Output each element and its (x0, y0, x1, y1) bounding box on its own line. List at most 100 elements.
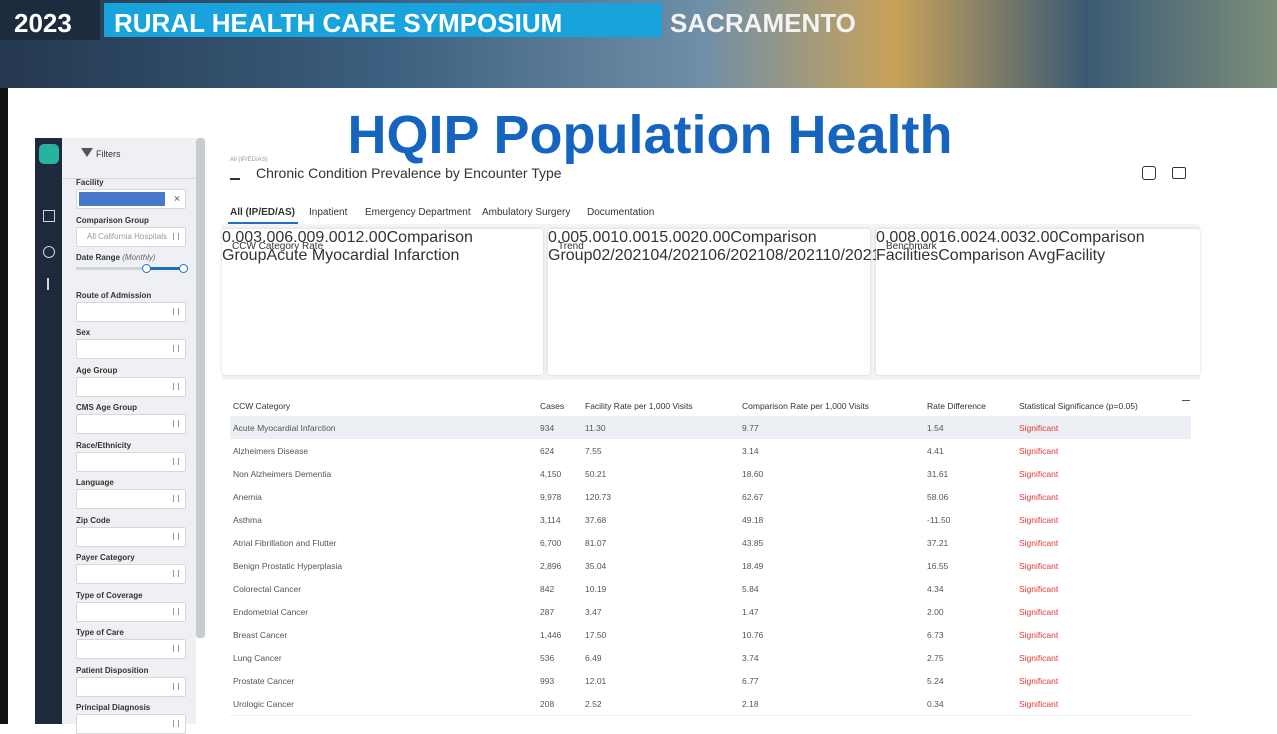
table-cell: Significant (1019, 630, 1059, 640)
table-cell: 18.60 (742, 469, 764, 479)
filter-input[interactable] (76, 714, 186, 734)
year: 2023 (14, 8, 72, 38)
y-tick-label: 32.00 (1018, 229, 1059, 246)
chevron (173, 645, 179, 652)
nav-icon[interactable] (47, 278, 49, 290)
filter-input[interactable] (76, 639, 186, 659)
column-header: Statistical Significance (p=0.05) (1019, 401, 1138, 411)
breadcrumb: All (IP/ED/AS) (230, 157, 268, 163)
filter-label-text: Comparison Group (76, 215, 149, 225)
chevron (173, 532, 179, 540)
table-cell: 208 (540, 699, 555, 709)
filter-label: Type of Care (76, 628, 124, 637)
table-cell: Significant (1019, 561, 1059, 571)
chevron (173, 232, 179, 240)
table-cell: 624 (540, 446, 555, 456)
table-cell: Asthma (233, 515, 262, 525)
table-cell: 43.85 (742, 538, 764, 548)
table-cell: 18.49 (742, 561, 764, 571)
y-tick-label: 3.00 (253, 229, 285, 246)
table-row[interactable] (230, 669, 1191, 693)
table-cell: Breast Cancer (233, 630, 288, 640)
slider-track (76, 267, 184, 270)
table-row[interactable] (230, 462, 1191, 486)
table-cell: 3.47 (585, 607, 602, 617)
table-cell: 2,896 (540, 561, 562, 571)
table-cell: 37.21 (927, 538, 949, 548)
table-row[interactable] (230, 600, 1191, 624)
filter-label: Facility (76, 178, 104, 187)
chart: 0.008.0016.0024.0032.00Comparison Facili… (876, 229, 1200, 265)
table-cell: 2.00 (927, 607, 944, 617)
table-cell: 35.04 (585, 561, 607, 571)
tab[interactable]: All (IP/ED/AS) (230, 207, 296, 218)
filter-input[interactable] (76, 339, 186, 359)
tab-underline (228, 222, 298, 224)
table-cell: Urologic Cancer (233, 699, 294, 709)
filter-label: Sex (76, 328, 90, 337)
tab[interactable]: Inpatient (309, 207, 348, 218)
chart-card: Benchmark 0.008.0016.0024.0032.00Comparis… (876, 229, 1200, 375)
filter-input[interactable] (76, 189, 186, 209)
filter-icon (81, 148, 93, 157)
y-tick-label: 15.00 (650, 229, 691, 246)
slider-range (146, 267, 184, 270)
column-header: CCW Category (233, 401, 291, 411)
chevron (173, 307, 179, 315)
slider-handle[interactable] (179, 264, 188, 273)
table-cell: 7.55 (585, 446, 602, 456)
slider-handle[interactable] (142, 264, 151, 273)
filter-label: Payer Category (76, 553, 135, 562)
table-cell: 50.21 (585, 469, 607, 479)
filter-label: Principal Diagnosis (76, 703, 150, 712)
tab[interactable]: Documentation (587, 207, 655, 218)
table-row[interactable] (230, 531, 1191, 555)
table-cell: Acute Myocardial Infarction (233, 423, 336, 433)
filter-input[interactable] (76, 676, 186, 697)
table-cell: 842 (540, 584, 555, 594)
table-row[interactable] (230, 646, 1191, 670)
table-cell: 37.68 (585, 515, 607, 525)
table-download[interactable] (1182, 392, 1190, 401)
table-row[interactable] (230, 623, 1191, 647)
table-cell: 31.61 (927, 469, 949, 479)
table-icon[interactable] (1172, 167, 1186, 179)
filter-input[interactable] (76, 601, 186, 622)
chart-card: CCW Category Rate 0.003.006.009.0012.00Co… (222, 229, 543, 375)
table-cell: 16.55 (927, 561, 949, 571)
frame-left (0, 88, 8, 724)
table-cell: Non Alzheimers Dementia (233, 469, 332, 479)
column-header: Rate Difference (927, 401, 986, 411)
filter-input[interactable] (76, 489, 186, 509)
filter-note: (Monthly) (122, 253, 156, 262)
nav-icon[interactable] (43, 210, 55, 222)
filter-input[interactable] (76, 564, 186, 584)
filter-input[interactable]: All California Hospitals (76, 226, 186, 247)
tab[interactable]: Ambulatory Surgery (482, 207, 571, 218)
chart: 0.003.006.009.0012.00Comparison GroupAcu… (222, 229, 543, 265)
x-tick-label: 08/2021 (766, 247, 823, 264)
table-cell: 1.47 (742, 607, 759, 617)
nav-icon[interactable] (43, 246, 55, 258)
table-cell: 10.19 (585, 584, 607, 594)
table-cell: 9,978 (540, 492, 562, 502)
download-icon[interactable] (1142, 166, 1156, 180)
table-cell: 1.54 (927, 423, 944, 433)
tab[interactable]: Emergency Department (365, 207, 471, 218)
table-cell: Significant (1019, 515, 1059, 525)
filter-input[interactable] (76, 526, 186, 547)
filter-label: Race/Ethnicity (76, 441, 131, 450)
table-row[interactable] (230, 692, 1191, 716)
filter-input[interactable] (76, 301, 186, 322)
filter-input[interactable] (76, 376, 186, 397)
logo (39, 144, 59, 164)
column-header: Comparison Rate per 1,000 Visits (742, 401, 869, 411)
filter-input[interactable] (76, 414, 186, 434)
filter-input[interactable] (76, 451, 186, 472)
scrollbar[interactable] (196, 138, 205, 638)
table-cell: Significant (1019, 446, 1059, 456)
nav-strip (35, 138, 62, 724)
filter-label: Age Group (76, 366, 117, 375)
filters-title: Filters (96, 149, 121, 159)
table-row[interactable] (230, 439, 1191, 463)
